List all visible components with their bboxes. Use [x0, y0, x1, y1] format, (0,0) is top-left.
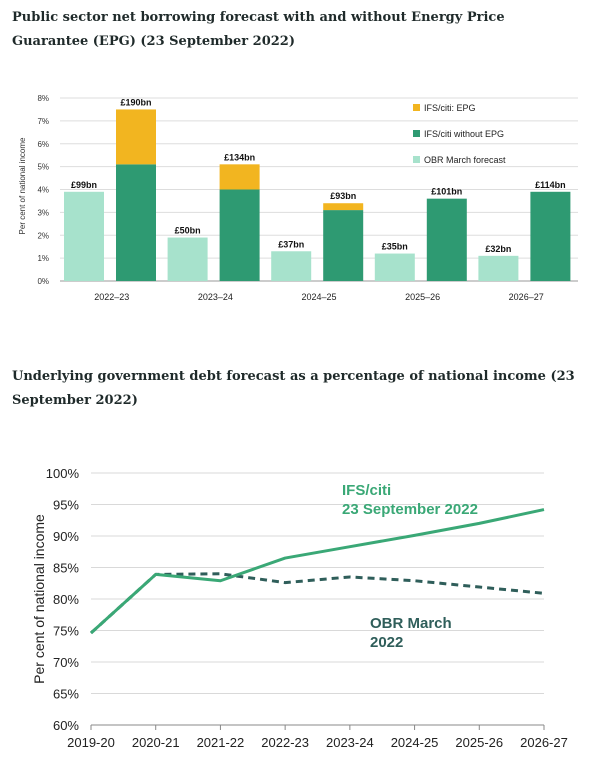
obr-bar-value-label: £99bn: [71, 180, 97, 190]
debt-y-tick-label: 85%: [53, 561, 79, 576]
ifs-series-label: 23 September 2022: [342, 501, 478, 518]
obr-bar: [478, 255, 519, 281]
debt-y-tick-label: 60%: [53, 718, 79, 733]
borrowing-x-tick-label: 2025–26: [405, 292, 440, 302]
borrowing-y-tick-label: 8%: [37, 94, 49, 103]
debt-gridlines: [91, 472, 544, 726]
borrowing-y-tick-label: 3%: [37, 208, 49, 217]
debt-x-tick-label: 2022-23: [261, 735, 309, 750]
borrowing-y-tick-label: 6%: [37, 140, 49, 149]
borrowing-y-axis-label: Per cent of national income: [18, 137, 27, 234]
obr-series-label: OBR March: [370, 615, 452, 632]
ifs-without-epg-bar: [219, 189, 260, 281]
borrowing-bar-labels: £99bn £190bn £50bn £134bn £37bn £93bn £35bn £10…: [71, 97, 566, 253]
obr-bar: [167, 237, 208, 281]
debt-x-tick-label: 2020-21: [132, 735, 180, 750]
borrowing-y-tick-label: 1%: [37, 254, 49, 263]
debt-y-tick-label: 90%: [53, 529, 79, 544]
debt-y-tick-label: 70%: [53, 655, 79, 670]
obr-bar-value-label: £32bn: [485, 244, 511, 254]
debt-x-tick-label: 2024-25: [391, 735, 439, 750]
borrowing-legend: IFS/citi: EPG IFS/citi without EPG OBR Mar…: [413, 103, 506, 165]
debt-y-ticks: 60% 65% 70% 75% 80% 85% 90% 95% 100%: [46, 466, 80, 733]
borrowing-x-ticks: 2022–23 2023–24 2024–25 2025–26 2026–27: [94, 292, 543, 302]
obr-bar: [64, 191, 104, 281]
ifs-epg-bar: [116, 109, 156, 165]
ifs-line: [89, 508, 545, 635]
debt-x-tick-label: 2025-26: [455, 735, 503, 750]
borrowing-x-tick-label: 2022–23: [94, 292, 129, 302]
ifs-without-epg-bar: [116, 164, 156, 281]
borrowing-x-tick-label: 2024–25: [301, 292, 336, 302]
borrowing-bar-chart: 0% 1% 2% 3% 4% 5% 6% 7% 8% Per cent of national …: [18, 94, 578, 302]
ifs-series-label: IFS/citi: [342, 482, 391, 499]
ifs-total-value-label: £114bn: [535, 180, 566, 190]
debt-series-labels: IFS/citi 23 September 2022 OBR March 2022: [342, 482, 478, 651]
legend-label: OBR March forecast: [424, 155, 506, 165]
debt-x-tick-label: 2023-24: [326, 735, 374, 750]
ifs-epg-bar: [219, 164, 260, 190]
debt-lines: [89, 508, 545, 635]
ifs-without-epg-bar: [323, 210, 364, 281]
legend-swatch: [413, 104, 420, 111]
borrowing-y-tick-label: 4%: [37, 186, 49, 195]
ifs-epg-bar: [323, 203, 364, 211]
borrowing-x-tick-label: 2026–27: [509, 292, 544, 302]
borrowing-x-tick-label: 2023–24: [198, 292, 233, 302]
borrowing-y-tick-label: 2%: [37, 231, 49, 240]
ifs-without-epg-bar: [426, 198, 467, 281]
legend-swatch: [413, 156, 420, 163]
obr-bar-value-label: £35bn: [382, 242, 408, 252]
ifs-total-value-label: £134bn: [224, 152, 255, 162]
obr-series-label: 2022: [370, 634, 403, 651]
debt-y-tick-label: 100%: [46, 466, 80, 481]
legend-swatch: [413, 130, 420, 137]
debt-x-tick-label: 2026-27: [520, 735, 568, 750]
debt-chart-heading: Underlying government debt forecast as a…: [12, 369, 575, 408]
debt-y-axis-label: Per cent of national income: [31, 514, 47, 684]
borrowing-chart-heading: Public sector net borrowing forecast wit…: [12, 10, 505, 49]
borrowing-y-tick-label: 7%: [37, 117, 49, 126]
ifs-without-epg-bar: [530, 191, 571, 281]
borrowing-bars: [64, 109, 571, 281]
obr-bar: [271, 251, 312, 281]
debt-line-chart: 60% 65% 70% 75% 80% 85% 90% 95% 100% Per cent of…: [31, 466, 568, 750]
obr-bar: [374, 253, 415, 281]
borrowing-y-tick-label: 5%: [37, 163, 49, 172]
debt-x-tick-label: 2019-20: [67, 735, 115, 750]
ifs-total-value-label: £93bn: [330, 191, 356, 201]
debt-x-ticks: 2019-20 2020-21 2021-22 2022-23 2023-24 2024-…: [67, 725, 568, 750]
obr-bar-value-label: £37bn: [278, 239, 304, 249]
debt-x-tick-label: 2021-22: [197, 735, 245, 750]
borrowing-y-tick-label: 0%: [37, 277, 49, 286]
debt-y-tick-label: 65%: [53, 687, 79, 702]
borrowing-y-ticks: 0% 1% 2% 3% 4% 5% 6% 7% 8%: [37, 94, 49, 286]
debt-y-tick-label: 80%: [53, 592, 79, 607]
ifs-total-value-label: £101bn: [431, 187, 462, 197]
debt-y-tick-label: 95%: [53, 498, 79, 513]
debt-y-tick-label: 75%: [53, 624, 79, 639]
legend-label: IFS/citi without EPG: [424, 129, 504, 139]
ifs-total-value-label: £190bn: [120, 97, 151, 107]
obr-line: [89, 572, 545, 635]
legend-label: IFS/citi: EPG: [424, 103, 476, 113]
obr-bar-value-label: £50bn: [175, 226, 201, 236]
